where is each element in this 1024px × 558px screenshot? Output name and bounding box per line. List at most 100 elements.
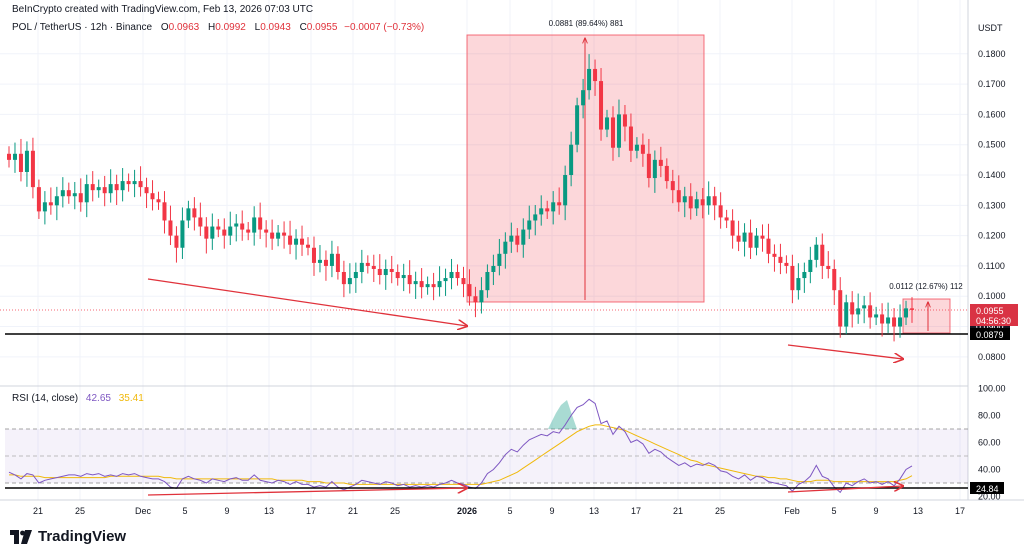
candle-body (479, 290, 484, 303)
rsi-axis: 20.00 40.00 60.00 80.00 100.00 (978, 384, 1006, 502)
rsi-title[interactable]: RSI (14, close) (12, 393, 79, 404)
candle-body (258, 217, 263, 230)
candle-body (300, 238, 305, 245)
open-value: 0.0963 (168, 22, 200, 33)
candle-body (120, 181, 125, 191)
candle (587, 54, 592, 100)
candle (329, 240, 334, 278)
time-tick-label: 13 (589, 506, 599, 516)
candle-body (216, 226, 221, 230)
candle (515, 228, 520, 253)
rsi-overbought-fill (548, 400, 577, 429)
tradingview-logo[interactable]: TradingView (10, 528, 126, 545)
candle (557, 187, 562, 215)
candle (527, 205, 532, 239)
candle-body (652, 159, 657, 179)
recent-range-zone (902, 298, 951, 334)
candle-body (658, 159, 663, 166)
price-tick-label: 0.1400 (978, 170, 1006, 180)
candle (575, 97, 580, 153)
candle-body (168, 220, 173, 236)
support-tag-bg (970, 328, 1010, 340)
rsi-tick-label: 60.00 (978, 438, 1001, 448)
candle (240, 210, 245, 241)
candle (72, 181, 77, 210)
candle (216, 218, 221, 238)
candle (168, 205, 173, 246)
candle (347, 263, 352, 294)
candle-body (449, 271, 454, 279)
candle (264, 220, 269, 248)
candle (258, 202, 263, 239)
candle-body (204, 226, 209, 239)
candle-body (898, 317, 903, 327)
candle-body (826, 265, 831, 269)
candle-body (162, 202, 167, 221)
candle-body (234, 223, 239, 227)
candle-body (587, 68, 592, 91)
candle (222, 218, 227, 249)
close-label: C (299, 22, 307, 33)
candle (413, 271, 418, 299)
candle (826, 251, 831, 279)
candle (599, 68, 604, 141)
price-trend-arrow-right (787, 344, 903, 359)
candle (449, 258, 454, 290)
candle-body (180, 220, 185, 248)
candle-body (581, 90, 586, 106)
support-tag: 0.0879 (976, 330, 1004, 340)
candle (66, 182, 71, 204)
candle-body (646, 153, 651, 179)
candle-body (497, 253, 502, 266)
candle (12, 142, 17, 173)
candle-body (323, 259, 328, 266)
candle (306, 237, 311, 256)
candle (766, 223, 771, 264)
time-axis: 21 25 Dec 5 9 13 17 21 25 2026 5 9 13 17 21 25 Feb 5 9 13 17 (33, 506, 965, 516)
candle-body (270, 232, 275, 239)
candle-body (108, 184, 113, 194)
candle (300, 225, 305, 256)
candle (246, 221, 251, 241)
candle-body (288, 235, 293, 245)
candle (652, 150, 657, 193)
candle-body (473, 296, 478, 303)
time-tick-label: 5 (831, 506, 836, 516)
recent-range-label: 0.0112 (12.67%) 112 (889, 282, 963, 291)
candle-body (419, 281, 424, 288)
candle-body (539, 208, 544, 215)
candle-body (192, 208, 197, 218)
candle-body (383, 268, 388, 276)
candle (551, 191, 556, 225)
time-tick-label: 17 (306, 506, 316, 516)
candle (461, 266, 466, 298)
candle-body (676, 190, 681, 203)
candle (664, 158, 669, 189)
candle-body (114, 184, 119, 191)
candle (856, 293, 861, 324)
candle-body (742, 232, 747, 242)
candle (30, 137, 35, 199)
candle-body (718, 205, 723, 218)
time-tick-label: 9 (224, 506, 229, 516)
candle (497, 238, 502, 276)
price-tick-label: 0.1600 (978, 109, 1006, 119)
symbol-label[interactable]: POL / TetherUS · 12h · Binance (12, 22, 153, 33)
candle (18, 138, 23, 182)
candle-body (222, 229, 227, 236)
candle (204, 217, 209, 254)
candle (622, 105, 627, 142)
candle (419, 268, 424, 299)
candle-body (802, 271, 807, 279)
candle (593, 59, 598, 96)
candle (383, 259, 388, 290)
candle-body (132, 181, 137, 185)
time-tick-label: 13 (913, 506, 923, 516)
candle (485, 264, 490, 298)
candle-body (688, 196, 693, 209)
candle-body (401, 275, 406, 279)
price-tick-label: 0.1100 (978, 261, 1005, 271)
candle-body (317, 259, 322, 263)
candle-body (616, 114, 621, 148)
candle-body (413, 281, 418, 285)
